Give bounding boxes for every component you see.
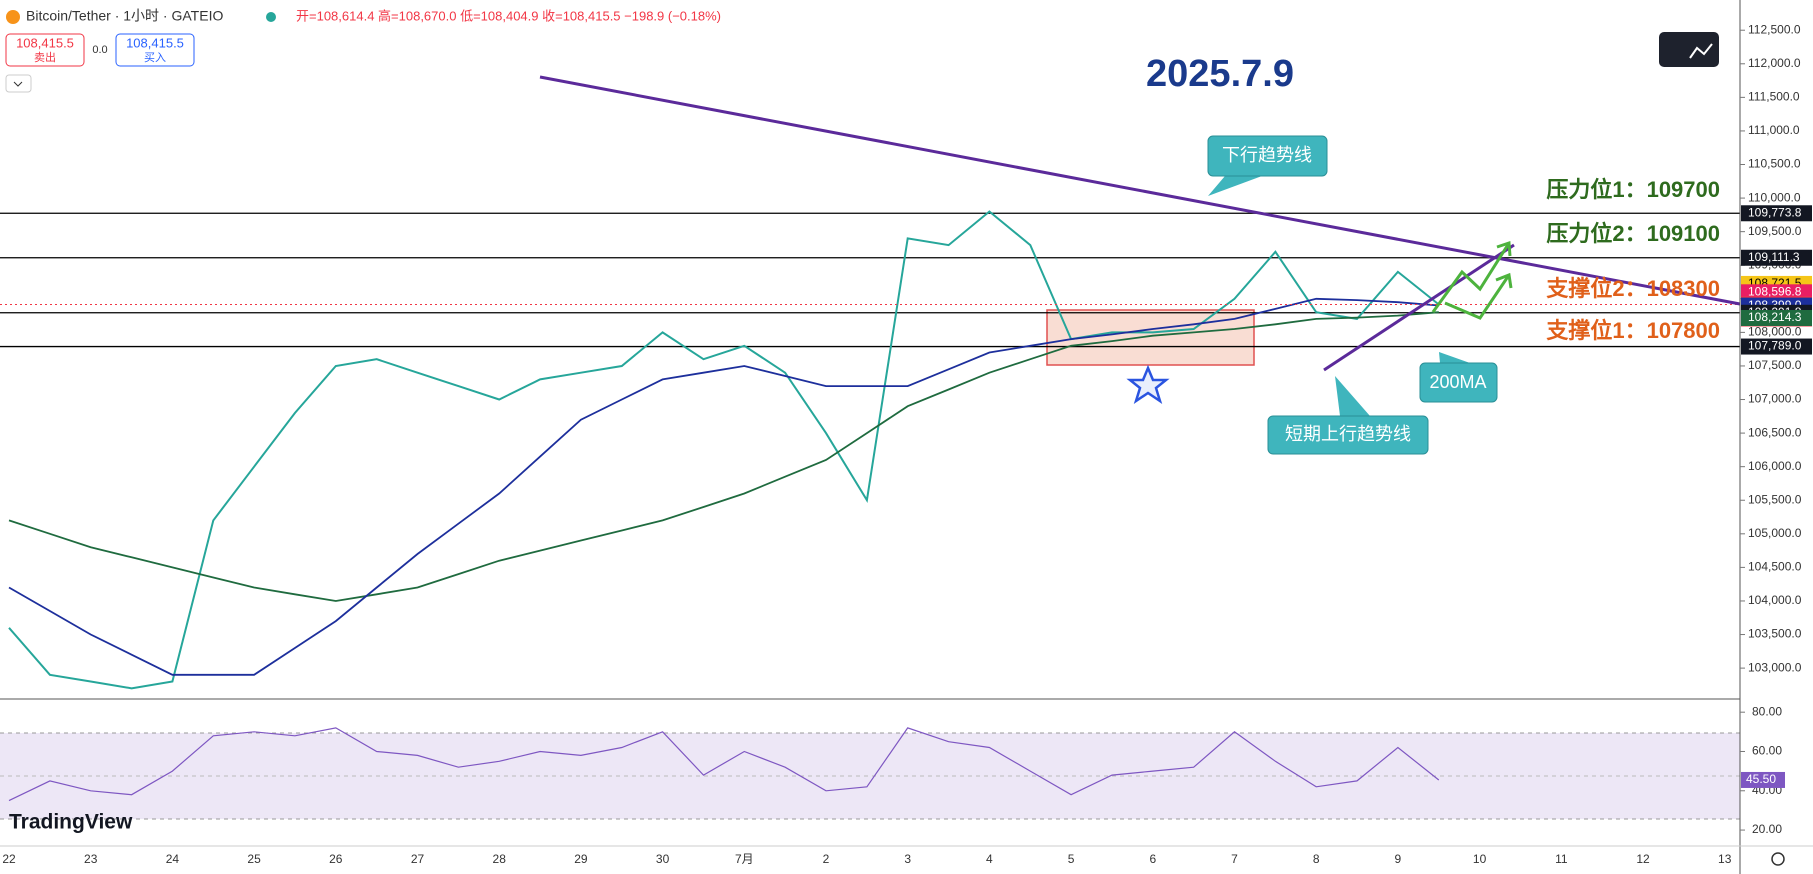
y-tick-label: 107,500.0 bbox=[1748, 358, 1802, 372]
ohlc: 开=108,614.4 高=108,670.0 低=108,404.9 收=10… bbox=[296, 8, 721, 23]
sell-label: 卖出 bbox=[34, 50, 56, 64]
rsi-tick-label: 60.00 bbox=[1752, 744, 1782, 758]
price-tag-label: 109,773.8 bbox=[1748, 205, 1802, 219]
sell-button[interactable] bbox=[5, 33, 85, 67]
x-tick-label: 22 bbox=[2, 852, 16, 866]
arrow-path bbox=[1444, 274, 1511, 320]
x-tick-label: 5 bbox=[1068, 852, 1075, 866]
callout-text: 短期上行趋势线 bbox=[1285, 424, 1411, 444]
y-tick-label: 103,000.0 bbox=[1748, 660, 1802, 674]
settings-icon[interactable] bbox=[1771, 852, 1785, 866]
x-tick-label: 24 bbox=[166, 852, 180, 866]
price-tag bbox=[1741, 205, 1812, 222]
symbol: Bitcoin/Tether · 1小时 · GATEIO bbox=[26, 8, 223, 24]
y-tick-label: 111,500.0 bbox=[1748, 90, 1800, 104]
x-tick-label: 25 bbox=[247, 852, 261, 866]
x-tick-label: 7月 bbox=[735, 852, 754, 866]
logo: TradingView bbox=[9, 811, 133, 834]
y-tick-label: 104,500.0 bbox=[1748, 560, 1802, 574]
x-tick-label: 11 bbox=[1555, 852, 1568, 866]
rsi-line bbox=[8, 727, 1440, 802]
price-tag bbox=[1741, 309, 1812, 326]
price-tag-label: 108,214.3 bbox=[1748, 310, 1802, 324]
price-tag-label: 107,789.0 bbox=[1748, 339, 1802, 353]
y-tick-label: 112,500.0 bbox=[1748, 22, 1801, 36]
arrow-head bbox=[1496, 240, 1512, 257]
x-tick-label: 4 bbox=[986, 852, 993, 866]
arrow-head bbox=[1495, 272, 1513, 289]
rsi-tag bbox=[1741, 771, 1785, 788]
price-line bbox=[8, 210, 1440, 690]
uptrend-line bbox=[1323, 243, 1515, 372]
buy-price: 108,415.5 bbox=[126, 35, 184, 50]
rsi-band bbox=[0, 733, 1740, 819]
sell-price: 108,415.5 bbox=[16, 35, 74, 50]
y-tick-label: 105,000.0 bbox=[1748, 526, 1802, 540]
y-tick-label: 105,500.0 bbox=[1748, 492, 1802, 506]
support-label: 支撑位2：108300 bbox=[1546, 276, 1720, 301]
star bbox=[1126, 364, 1170, 404]
x-tick-label: 28 bbox=[493, 852, 507, 866]
y-tick-label: 108,000.0 bbox=[1748, 325, 1802, 339]
y-tick-label: 110,000.0 bbox=[1748, 190, 1801, 204]
resistance-label: 压力位1：109700 bbox=[1546, 177, 1720, 202]
status-dot bbox=[266, 12, 276, 22]
spread: 0.0 bbox=[92, 44, 107, 56]
x-tick-label: 2 bbox=[823, 852, 830, 866]
x-tick-label: 30 bbox=[656, 852, 670, 866]
support-label: 支撑位1：107800 bbox=[1546, 318, 1720, 343]
y-tick-label: 103,500.0 bbox=[1748, 627, 1802, 641]
x-tick-label: 29 bbox=[574, 852, 588, 866]
buy-button[interactable] bbox=[115, 33, 195, 67]
downtrend-line bbox=[539, 75, 1741, 306]
callout-tail bbox=[1208, 176, 1262, 196]
x-tick-label: 27 bbox=[411, 852, 425, 866]
x-tick-label: 13 bbox=[1718, 852, 1732, 866]
tool-icon bbox=[1689, 43, 1713, 59]
x-tick-label: 7 bbox=[1231, 852, 1238, 866]
buy-label: 买入 bbox=[144, 51, 166, 64]
price-tag bbox=[1741, 338, 1812, 355]
ma-line bbox=[8, 311, 1439, 602]
rsi-tick-label: 20.00 bbox=[1752, 822, 1782, 836]
callout bbox=[1419, 362, 1498, 403]
x-tick-label: 6 bbox=[1149, 852, 1156, 866]
y-tick-label: 112,000.0 bbox=[1748, 56, 1801, 70]
y-tick-label: 106,000.0 bbox=[1748, 459, 1802, 473]
ma-line bbox=[8, 297, 1439, 676]
callout bbox=[1207, 135, 1328, 177]
arrow-path bbox=[1431, 242, 1511, 313]
x-tick-label: 3 bbox=[904, 852, 911, 866]
x-tick-label: 12 bbox=[1636, 852, 1650, 866]
price-tag-label: 108,596.8 bbox=[1748, 284, 1802, 298]
y-tick-label: 104,000.0 bbox=[1748, 593, 1802, 607]
callout-text: 下行趋势线 bbox=[1222, 145, 1312, 165]
callout-tail bbox=[1439, 352, 1470, 363]
x-tick-label: 23 bbox=[84, 852, 98, 866]
resistance-label: 压力位2：109100 bbox=[1546, 221, 1720, 246]
callout bbox=[1267, 415, 1429, 455]
chart-title: 2025.7.9 bbox=[1146, 53, 1294, 95]
price-tag-label: 109,111.3 bbox=[1748, 250, 1800, 264]
price-tag bbox=[1741, 249, 1812, 266]
y-tick-label: 107,000.0 bbox=[1748, 392, 1802, 406]
callout-text: 200MA bbox=[1429, 372, 1486, 392]
symbol-icon bbox=[6, 10, 20, 24]
rsi-tick-label: 80.00 bbox=[1752, 704, 1782, 718]
x-tick-label: 9 bbox=[1395, 852, 1402, 866]
x-tick-label: 8 bbox=[1313, 852, 1320, 866]
rsi-tag-label: 45.50 bbox=[1746, 772, 1776, 786]
y-tick-label: 109,500.0 bbox=[1748, 224, 1802, 238]
y-tick-label: 106,500.0 bbox=[1748, 425, 1802, 439]
x-tick-label: 26 bbox=[329, 852, 343, 866]
tool-button[interactable] bbox=[1659, 32, 1719, 67]
callout-tail bbox=[1335, 376, 1370, 416]
x-tick-label: 10 bbox=[1473, 852, 1487, 866]
y-tick-label: 111,000.0 bbox=[1748, 123, 1800, 137]
collapse-button[interactable] bbox=[5, 74, 32, 93]
price-tag bbox=[1741, 284, 1812, 301]
chevron bbox=[13, 81, 23, 87]
y-tick-label: 110,500.0 bbox=[1748, 157, 1801, 171]
